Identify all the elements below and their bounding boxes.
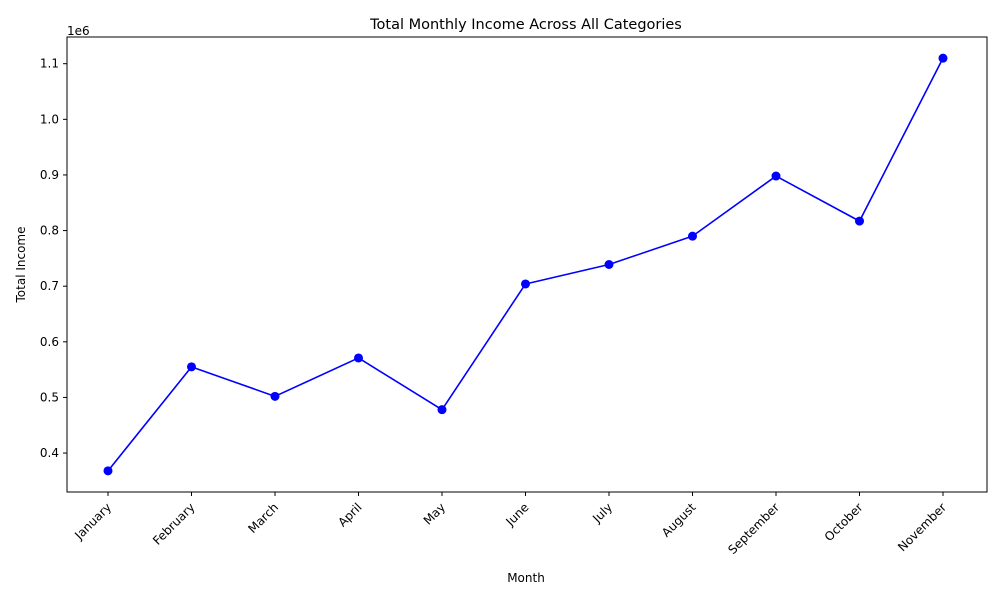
- data-point: [103, 466, 113, 476]
- series-layer: [103, 53, 948, 476]
- data-point: [270, 391, 280, 401]
- y-tick-label: 1.1: [40, 57, 59, 71]
- y-tick-label: 0.9: [40, 168, 59, 182]
- data-point: [855, 216, 864, 226]
- data-point: [521, 279, 530, 289]
- y-tick-label: 0.4: [40, 446, 59, 460]
- y-axis-ticks: 0.4 0.5 0.6 0.7 0.8 0.9 1.0 1.1: [40, 57, 67, 460]
- data-point: [437, 405, 447, 415]
- x-axis-label: Month: [507, 571, 545, 585]
- y-tick-label: 0.5: [40, 390, 59, 404]
- y-tick-label: 0.8: [40, 224, 59, 238]
- y-tick-label: 0.6: [40, 335, 59, 349]
- plot-area-frame: [66, 36, 988, 493]
- y-axis-label: Total Income: [14, 227, 28, 304]
- y-axis-offset-label: 1e6: [67, 24, 90, 38]
- data-point: [604, 260, 614, 269]
- y-tick-label: 0.7: [40, 279, 59, 293]
- data-point: [938, 53, 948, 63]
- data-point: [354, 353, 363, 363]
- data-point: [187, 362, 196, 372]
- data-point: [771, 171, 781, 181]
- y-tick-label: 1.0: [40, 112, 59, 126]
- data-point: [688, 231, 697, 241]
- chart-title: Total Monthly Income Across All Categori…: [369, 17, 682, 33]
